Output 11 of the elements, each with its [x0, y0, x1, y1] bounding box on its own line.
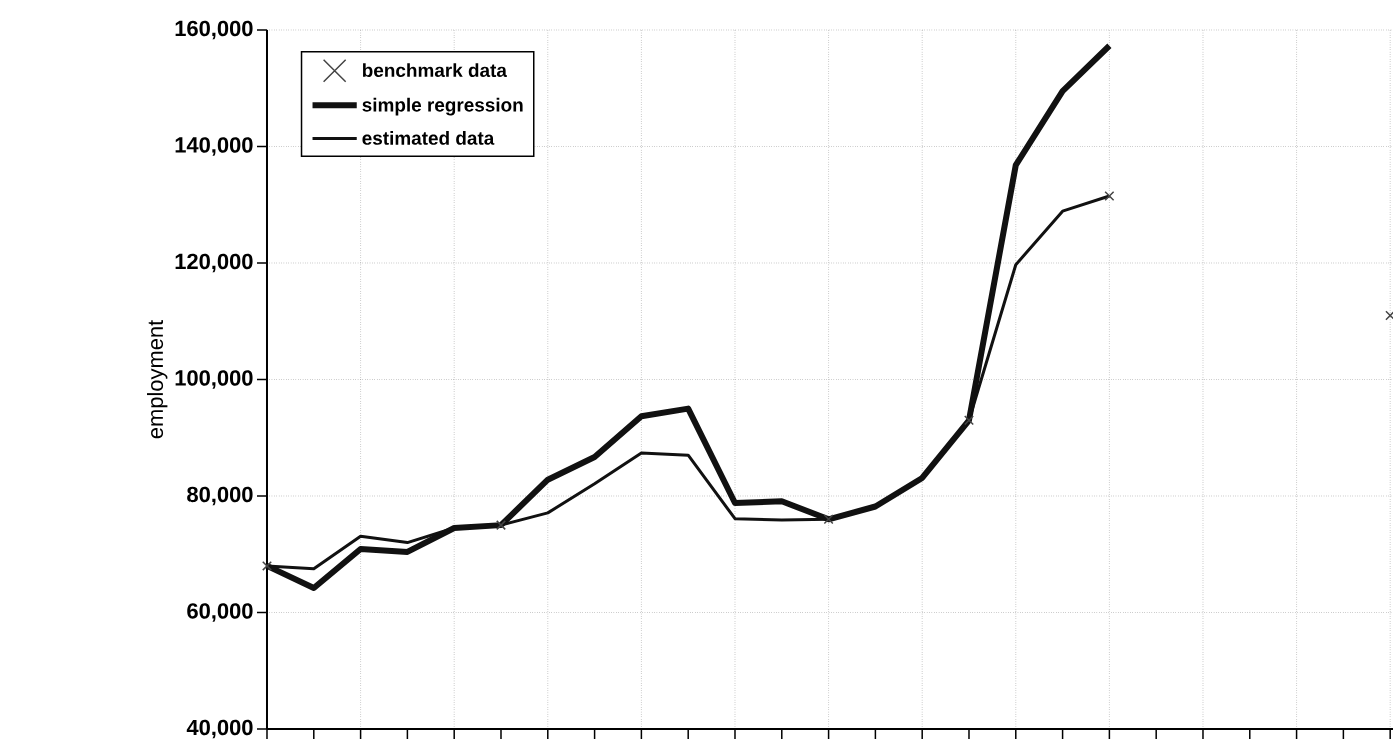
y-axis-title: employment	[146, 319, 168, 439]
legend-label: simple regression	[362, 97, 523, 116]
y-tick-label: 60,000	[187, 603, 253, 622]
legend-label: estimated data	[362, 130, 495, 145]
y-tick-label: 40,000	[186, 719, 253, 739]
y-tick-label: 120,000	[175, 253, 253, 273]
y-tick-label: 100,000	[175, 370, 253, 389]
y-tick-label: 140,000	[175, 137, 253, 156]
y-tick-label: 160,000	[175, 20, 253, 40]
y-tick-label: 80,000	[187, 486, 253, 506]
legend-label: benchmark data	[362, 63, 507, 78]
